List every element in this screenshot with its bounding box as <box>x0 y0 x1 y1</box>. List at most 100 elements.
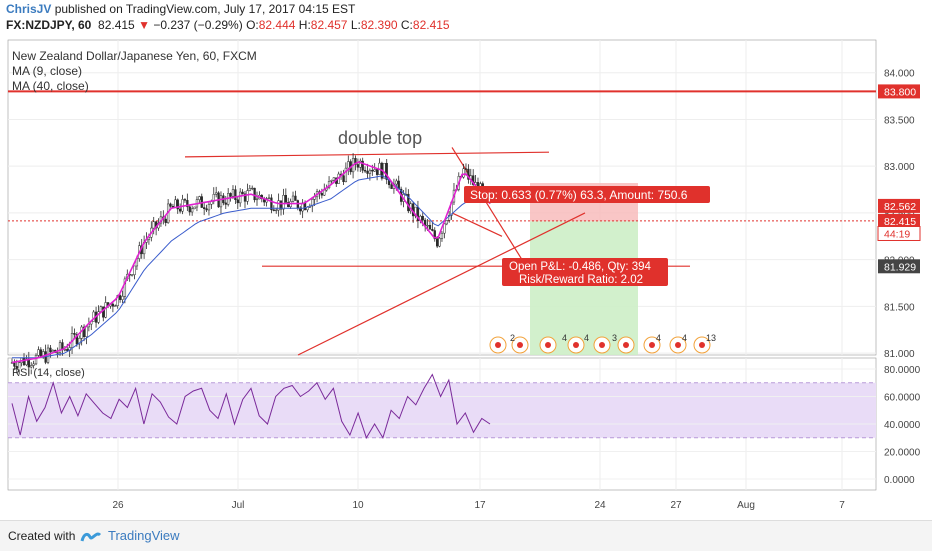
candle-body <box>272 209 275 211</box>
price-tag <box>878 84 920 99</box>
ma-9-line <box>11 161 491 364</box>
candle-body <box>203 207 206 209</box>
price-tag-label: 83.800 <box>884 86 916 98</box>
event-count: 4 <box>562 333 567 343</box>
candle-body <box>436 238 439 247</box>
high-label: H: <box>298 18 311 32</box>
time-axis-label: 27 <box>670 500 682 511</box>
chart-title: New Zealand Dollar/Japanese Yen, 60, FXC… <box>12 49 257 63</box>
candle-body <box>147 237 151 240</box>
candle-body <box>253 187 256 201</box>
published-text: published on TradingView.com, July 17, 2… <box>54 2 356 16</box>
ma-40-legend: MA (40, close) <box>12 79 89 93</box>
candle-body <box>73 332 76 335</box>
candle-body <box>347 161 350 169</box>
candle-body <box>92 311 95 322</box>
author-name[interactable]: ChrisJV <box>6 2 52 16</box>
candle-body <box>395 180 398 185</box>
candle-body <box>82 326 86 337</box>
time-axis-label: 24 <box>594 500 606 511</box>
candle-body <box>97 311 100 323</box>
candle-body <box>49 347 52 353</box>
candle-body <box>58 342 62 353</box>
down-arrow-icon: ▼ <box>138 18 150 32</box>
candle-body <box>178 208 182 212</box>
main-pane <box>7 39 877 356</box>
candle-body <box>133 265 136 276</box>
candle-body <box>287 202 290 208</box>
stop-box <box>464 186 710 203</box>
candle-body <box>426 224 429 227</box>
rsi-band <box>8 382 876 438</box>
candle-body <box>361 160 364 171</box>
open-value: 82.444 <box>258 18 296 32</box>
created-with-text: Created with <box>8 529 76 543</box>
candle-body <box>255 198 259 201</box>
candle-body <box>251 187 254 190</box>
candle-body <box>243 193 247 202</box>
candle-body <box>323 189 326 196</box>
candle-body <box>291 195 295 202</box>
time-axis-label: 26 <box>112 500 124 511</box>
event-count: 4 <box>584 333 589 343</box>
candle-body <box>78 338 81 345</box>
candle-body <box>104 302 107 318</box>
candle-body <box>239 191 242 204</box>
candle-body <box>275 209 278 212</box>
candle-body <box>431 229 434 231</box>
candle-body <box>176 199 179 210</box>
time-axis-label: 10 <box>352 500 364 511</box>
rsi-line <box>11 373 491 440</box>
candle-body <box>267 197 271 199</box>
candle-body <box>472 175 475 185</box>
ma-9-legend: MA (9, close) <box>12 64 82 78</box>
price-tag <box>877 225 921 241</box>
candle-body <box>428 224 432 230</box>
event-dot <box>495 342 501 348</box>
candle-body <box>75 334 79 345</box>
candle-body <box>371 169 374 172</box>
event-count: 13 <box>706 333 716 343</box>
price-tag <box>878 198 920 213</box>
close-value: 82.415 <box>412 18 450 32</box>
candle-body <box>385 162 388 180</box>
candle-body <box>282 195 285 210</box>
candle-body <box>152 221 155 229</box>
candle-body <box>130 274 134 276</box>
symbol-label: FX:NZDJPY, 60 <box>6 18 92 32</box>
candle-body <box>236 199 239 204</box>
candle-body <box>241 191 244 195</box>
candle-body <box>169 203 172 207</box>
candle-body <box>294 195 297 201</box>
price-tag <box>878 259 920 274</box>
chart-canvas[interactable]: 84.00083.50083.00082.50082.00081.50081.0… <box>0 0 932 520</box>
candle-body <box>448 215 451 221</box>
candle-body <box>279 200 283 210</box>
candle-body <box>330 180 333 182</box>
event-count: 2 <box>510 333 515 343</box>
candle-body <box>231 189 235 197</box>
candle-body <box>56 352 59 354</box>
tradingview-brand[interactable]: TradingView <box>108 528 180 543</box>
candle-body <box>25 358 28 366</box>
event-dot <box>623 342 629 348</box>
candle-body <box>284 195 287 203</box>
candle-body <box>248 188 251 191</box>
event-count: 4 <box>682 333 687 343</box>
event-dot <box>573 342 579 348</box>
candle-body <box>354 158 357 165</box>
candle-body <box>205 208 208 211</box>
candle-body <box>356 164 360 168</box>
candle-body <box>224 202 227 205</box>
candle-body <box>164 218 167 223</box>
rsi-axis-label: 80.0000 <box>884 365 921 376</box>
candle-body <box>186 200 189 208</box>
candle-body <box>193 206 196 210</box>
price-change: −0.237 (−0.29%) <box>153 18 243 32</box>
candle-body <box>51 349 54 353</box>
candle-body <box>440 232 444 239</box>
ma-40-line <box>12 175 491 359</box>
high-value: 82.457 <box>310 18 348 32</box>
candle-body <box>246 190 249 202</box>
event-dot <box>699 342 705 348</box>
